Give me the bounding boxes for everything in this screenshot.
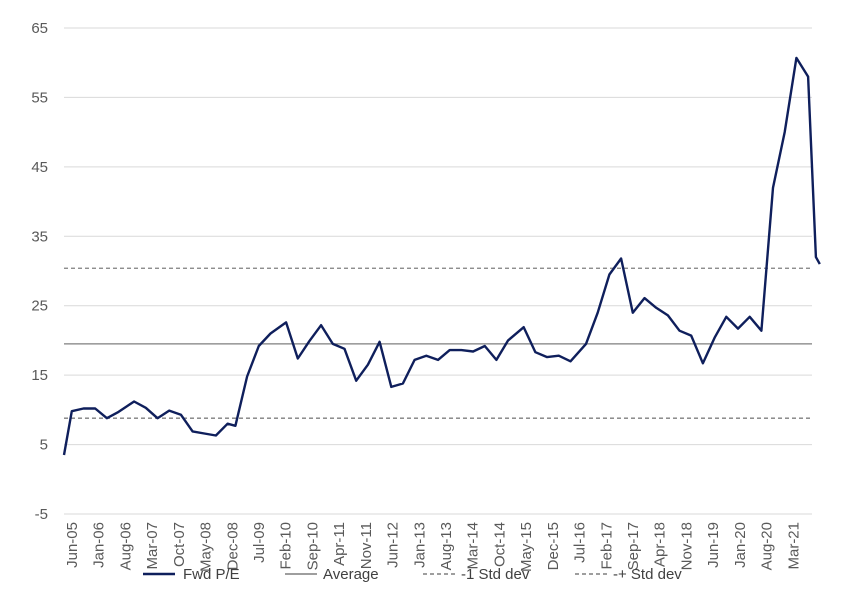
y-tick-label: 5 [40, 437, 48, 454]
x-tick-label: Oct-07 [171, 522, 188, 567]
y-tick-label: 25 [31, 298, 48, 315]
x-tick-label: Jun-19 [705, 522, 722, 568]
x-tick-label: Jan-13 [411, 522, 428, 568]
reference-lines [64, 267, 812, 419]
x-tick-label: Apr-18 [652, 522, 669, 567]
legend-label: -+ Std dev [613, 566, 682, 583]
x-tick-label: Sep-10 [304, 522, 321, 570]
x-tick-label: Aug-06 [117, 522, 134, 570]
y-tick-label: 65 [31, 20, 48, 37]
legend-label: -1 Std dev [461, 566, 530, 583]
x-tick-label: Mar-21 [785, 522, 802, 570]
gridlines [64, 27, 812, 515]
x-axis-ticks: Jun-05 Jan-06 Aug-06 Mar-07 Oct-07 May-08 Dec-… [64, 522, 802, 572]
x-tick-label: Nov-11 [358, 522, 375, 569]
x-tick-label: Jan-06 [91, 522, 108, 568]
y-tick-label: 35 [31, 228, 48, 245]
x-tick-label: Nov-18 [678, 522, 695, 570]
x-tick-label: May-08 [198, 522, 215, 572]
x-tick-label: Dec-08 [224, 522, 241, 570]
legend-label: Average [323, 566, 379, 583]
series-line-fwd-pe [62, 56, 821, 456]
y-tick-label: 55 [31, 89, 48, 106]
x-tick-label: Jan-20 [732, 522, 749, 568]
x-tick-label: Feb-17 [598, 522, 615, 570]
y-axis-ticks: 65 55 45 35 25 15 5 -5 [31, 20, 48, 523]
y-tick-label: -5 [35, 506, 48, 523]
x-tick-label: May-15 [518, 522, 535, 572]
x-tick-label: Mar-07 [144, 522, 161, 570]
y-tick-label: 45 [31, 159, 48, 176]
x-tick-label: Jun-05 [64, 522, 81, 568]
legend: Fwd P/E Average -1 Std dev -+ Std dev [143, 566, 682, 583]
x-tick-label: Feb-10 [278, 522, 295, 570]
x-tick-label: Aug-13 [438, 522, 455, 570]
x-tick-label: Oct-14 [491, 522, 508, 567]
x-tick-label: Apr-11 [331, 522, 348, 566]
y-tick-label: 15 [31, 367, 48, 384]
x-tick-label: Aug-20 [759, 522, 776, 570]
x-tick-label: Dec-15 [545, 522, 562, 570]
x-tick-label: Mar-14 [465, 522, 482, 570]
legend-label: Fwd P/E [183, 566, 240, 583]
x-tick-label: Jun-12 [385, 522, 402, 568]
x-tick-label: Jul-09 [251, 522, 268, 563]
series-lines [62, 56, 821, 456]
x-tick-label: Jul-16 [572, 522, 589, 563]
x-tick-label: Sep-17 [625, 522, 642, 570]
